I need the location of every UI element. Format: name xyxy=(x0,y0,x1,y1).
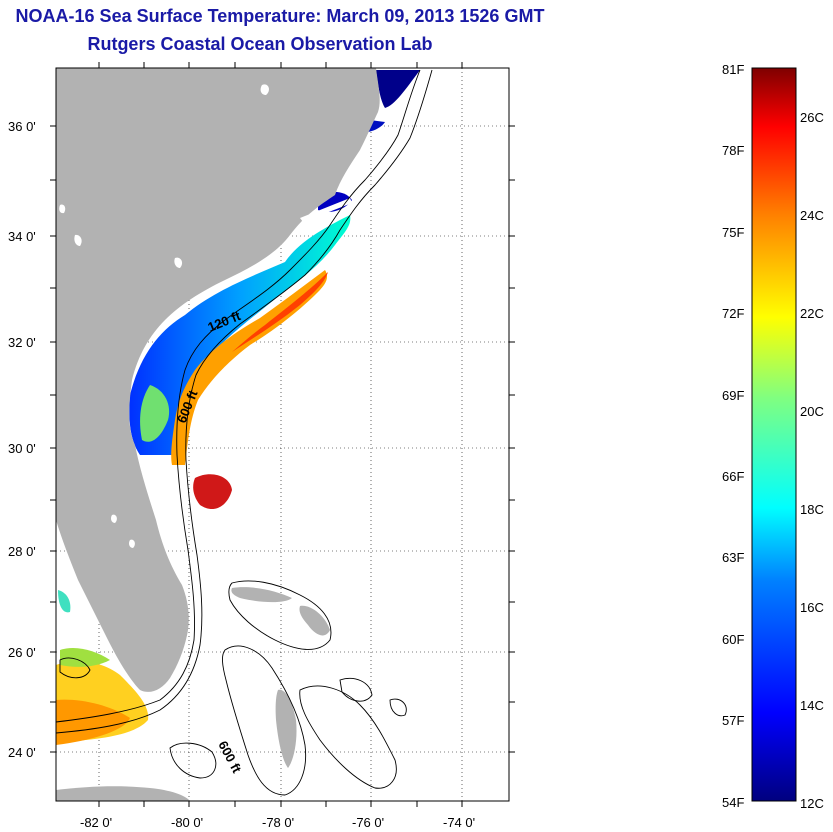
lat-label: 28 0' xyxy=(8,544,36,559)
colorbar-f-label: 75F xyxy=(722,225,745,240)
lon-label: -74 0' xyxy=(443,815,475,830)
map-subtitle: Rutgers Coastal Ocean Observation Lab xyxy=(87,34,433,54)
colorbar-c-label: 12C xyxy=(800,796,824,811)
axis-ticks xyxy=(50,62,515,807)
lat-label: 34 0' xyxy=(8,229,36,244)
colorbar-c-label: 16C xyxy=(800,600,824,615)
colorbar-f-label: 54F xyxy=(722,795,745,810)
colorbar-f-label: 66F xyxy=(722,469,745,484)
sst-keys-green xyxy=(60,648,110,667)
colorbar xyxy=(751,67,797,802)
lat-label: 26 0' xyxy=(8,645,36,660)
land-mainland xyxy=(56,68,380,692)
depth-contours xyxy=(56,69,433,796)
map-frame xyxy=(55,67,510,802)
land-abaco xyxy=(299,605,330,636)
map-title: NOAA-16 Sea Surface Temperature: March 0… xyxy=(15,6,545,26)
colorbar-f-label: 63F xyxy=(722,550,745,565)
lat-label: 30 0' xyxy=(8,441,36,456)
sst-cold-north xyxy=(376,70,420,108)
colorbar-f-label: 78F xyxy=(722,143,745,158)
sst-greenish xyxy=(140,385,170,442)
land-cuba xyxy=(56,786,190,801)
colorbar-c-label: 26C xyxy=(800,110,824,125)
colorbar-f-label: 72F xyxy=(722,306,745,321)
sst-west-cyan xyxy=(58,590,71,613)
land-gbahama xyxy=(231,587,292,603)
lon-label: -80 0' xyxy=(171,815,203,830)
lat-label: 32 0' xyxy=(8,335,36,350)
sst-warm-edge xyxy=(232,272,328,352)
land-andros xyxy=(275,689,297,768)
colorbar-f-label: 60F xyxy=(722,632,745,647)
colorbar-c-label: 18C xyxy=(800,502,824,517)
colorbar-f-label: 57F xyxy=(722,713,745,728)
lat-label: 24 0' xyxy=(8,745,36,760)
colorbar-c-label: 24C xyxy=(800,208,824,223)
colorbar-c-label: 22C xyxy=(800,306,824,321)
colorbar-c-label: 14C xyxy=(800,698,824,713)
colorbar-f-label: 69F xyxy=(722,388,745,403)
lakes xyxy=(59,84,352,548)
sst-gulfstream-patch xyxy=(193,474,232,510)
lat-label: 36 0' xyxy=(8,119,36,134)
colorbar-c-label: 20C xyxy=(800,404,824,419)
lon-label: -78 0' xyxy=(262,815,294,830)
lon-label: -82 0' xyxy=(80,815,112,830)
colorbar-f-label: 81F xyxy=(722,62,745,77)
sst-keys-orange xyxy=(56,699,130,745)
lon-label: -76 0' xyxy=(352,815,384,830)
